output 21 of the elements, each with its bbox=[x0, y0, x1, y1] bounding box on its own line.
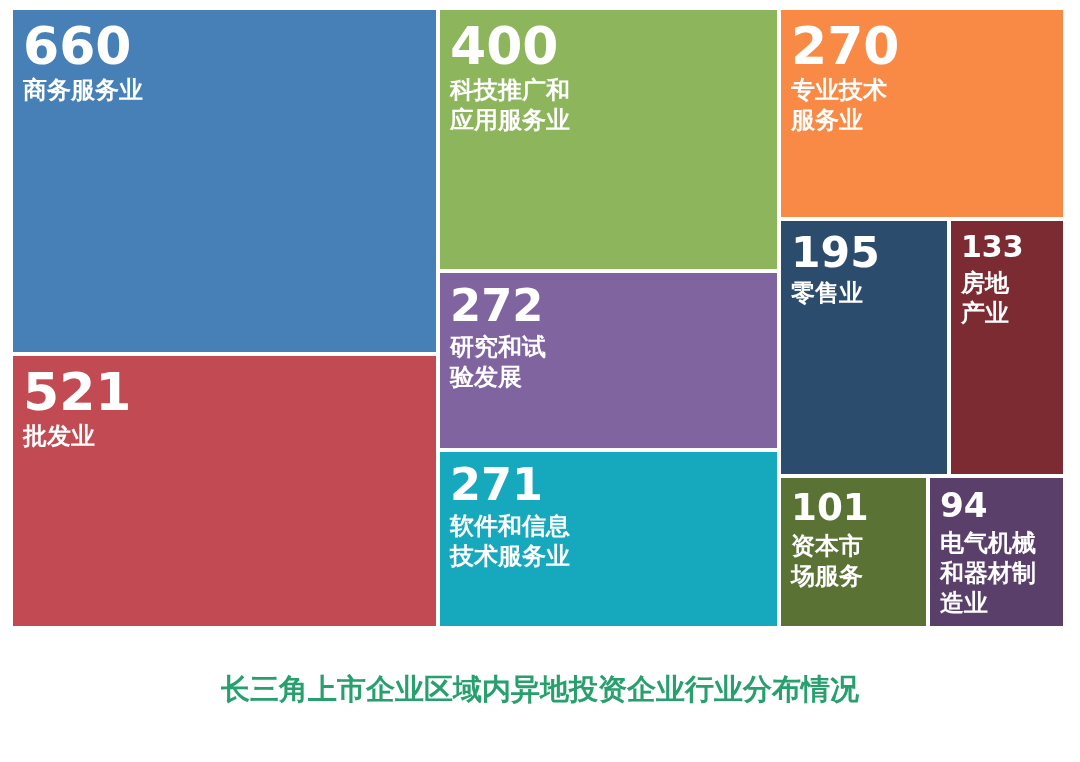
category-label: 房地产业 bbox=[960, 268, 1010, 327]
data-label: 270 bbox=[791, 16, 900, 77]
category-label: 软件和信息技术服务业 bbox=[449, 511, 570, 570]
data-label: 133 bbox=[961, 228, 1024, 264]
category-label: 研究和试验发展 bbox=[449, 333, 546, 392]
text: 长三角上市企业区域内异地投资企业行业分布情况 bbox=[220, 671, 860, 708]
data-label: 271 bbox=[450, 458, 543, 510]
data-label: 101 bbox=[791, 484, 869, 529]
category-label: 资本市场服务 bbox=[789, 531, 863, 590]
category-label: 商务服务业 bbox=[22, 76, 143, 105]
data-label: 521 bbox=[23, 362, 132, 423]
category-label: 专业技术服务业 bbox=[790, 76, 887, 135]
category-label: 零售业 bbox=[791, 279, 863, 308]
data-label: 272 bbox=[450, 279, 544, 333]
data-label: 400 bbox=[450, 16, 559, 77]
data-label: 94 bbox=[940, 485, 988, 526]
category-label: 电气机械和器材制造业 bbox=[939, 529, 1036, 618]
data-label: 195 bbox=[791, 228, 880, 278]
category-label: 科技推广和应用服务业 bbox=[449, 76, 570, 135]
data-label: 660 bbox=[23, 16, 132, 77]
category-label: 批发业 bbox=[22, 422, 95, 451]
